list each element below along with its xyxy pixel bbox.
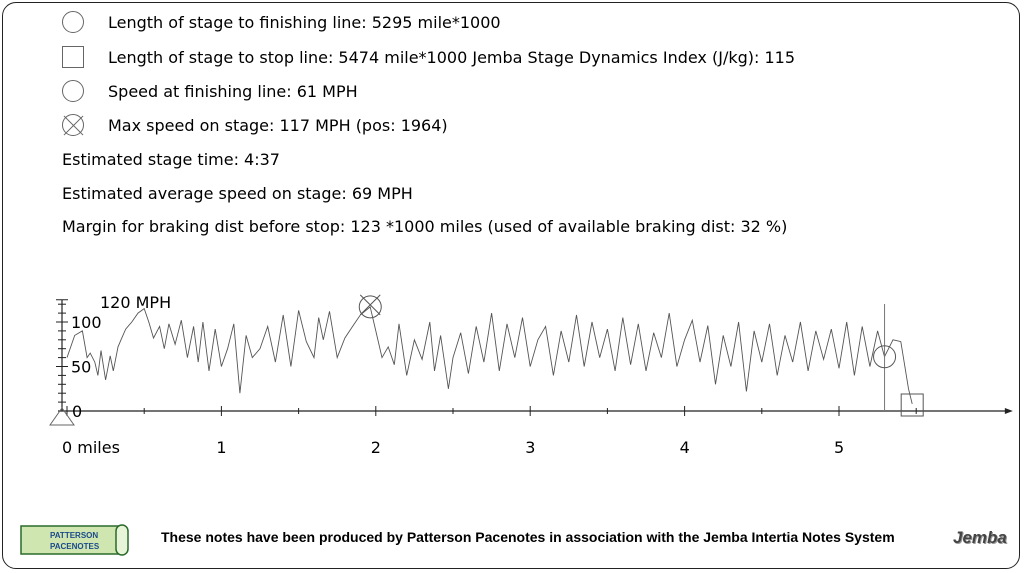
finish-length-text: Length of stage to finishing line: 5295 … [108,12,501,32]
finish-speed-marker [873,345,897,369]
legend-finish-speed: Speed at finishing line: 61 MPH [62,78,358,104]
max-speed-cross [359,294,381,316]
y-tick-label: 100 [71,313,102,332]
x-tick-label: 5 [834,438,844,457]
legend-finish-length: Length of stage to finishing line: 5295 … [62,9,501,35]
y-tick-label: 0 [72,402,82,421]
stop-square-marker [900,393,924,417]
patterson-pacenotes-logo: PATTERSON PACENOTES [20,524,130,556]
stop-square-icon [62,46,84,68]
speed-series-line [66,306,913,405]
start-triangle-marker [49,407,75,426]
jemba-logo: Jemba [953,528,1007,547]
finish-speed-circle-icon [62,80,84,102]
braking-margin-text: Margin for braking dist before stop: 123… [62,217,788,236]
y-tick-label: 50 [71,358,91,377]
logo-left-top: PATTERSON [50,531,98,540]
max-speed-text: Max speed on stage: 117 MPH (pos: 1964) [108,115,448,135]
x-tick-label: 4 [680,438,690,457]
finish-speed-text: Speed at finishing line: 61 MPH [108,81,358,101]
x-tick-label: 3 [525,438,535,457]
x-tick-label: 0 miles [62,438,120,457]
logo-left-bottom: PACENOTES [50,542,100,551]
x-tick-label: 2 [371,438,381,457]
max-speed-marker [358,295,382,319]
stage-time-text: Estimated stage time: 4:37 [62,150,280,169]
stop-length-text: Length of stage to stop line: 5474 mile*… [108,47,796,67]
max-speed-crossed-circle-icon [62,114,84,136]
avg-speed-text: Estimated average speed on stage: 69 MPH [62,184,413,203]
x-tick-label: 1 [216,438,226,457]
finish-circle-icon [62,11,84,33]
legend-max-speed: Max speed on stage: 117 MPH (pos: 1964) [62,112,448,138]
footer-credit: These notes have been produced by Patter… [161,529,895,545]
legend-stop-length: Length of stage to stop line: 5474 mile*… [62,44,795,70]
x-axis-arrow [1004,408,1013,414]
y-axis-title: 120 MPH [100,293,171,312]
